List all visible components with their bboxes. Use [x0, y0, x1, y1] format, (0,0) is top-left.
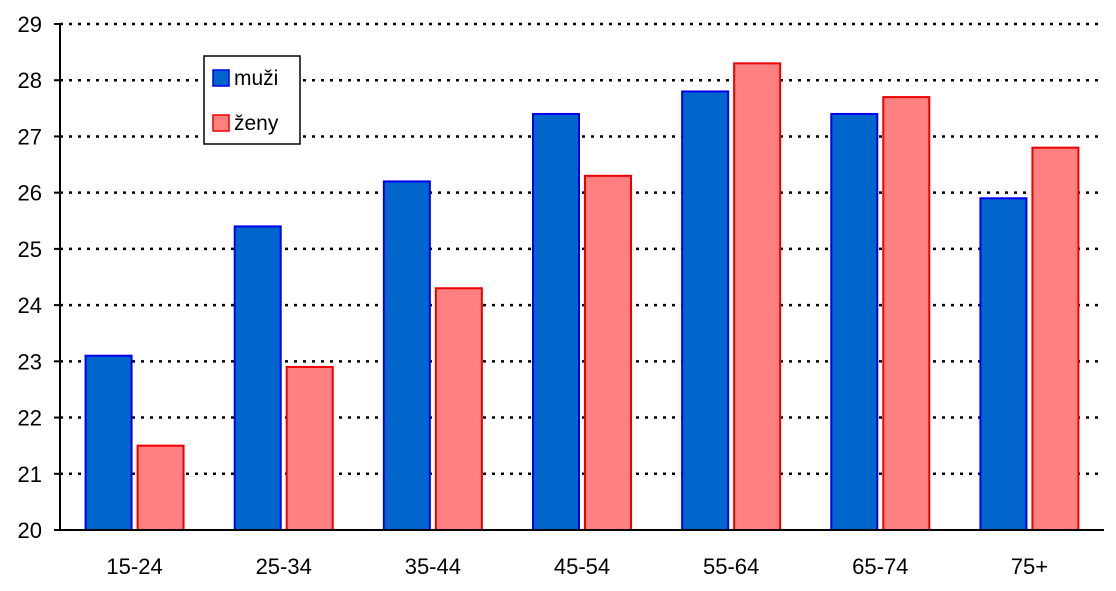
- bar-zeny-45-54: [584, 174, 632, 532]
- legend-label-zeny: ženy: [234, 112, 279, 135]
- y-tick-label-22: 22: [18, 406, 42, 431]
- x-tick-label-75+: 75+: [1011, 554, 1048, 579]
- y-tick-labels: 20 21 22 23 24 25 26 27 28 29: [18, 12, 42, 543]
- bar-zeny-65-74: [882, 96, 931, 531]
- y-tick-label-29: 29: [18, 12, 42, 37]
- bar-zeny-35-44: [434, 287, 483, 531]
- bar-zeny-55-64: [733, 62, 782, 531]
- bars: [84, 62, 1080, 532]
- legend: muži ženy: [203, 55, 301, 145]
- x-tick-labels: 15-24 25-34 35-44 45-54 55-64 65-74 75+: [106, 554, 1048, 579]
- x-tick-label-35-44: 35-44: [405, 554, 461, 579]
- bar-muzi-75+: [979, 197, 1028, 532]
- bar-muzi-15-24: [84, 354, 133, 532]
- y-tick-label-28: 28: [18, 68, 42, 93]
- x-tick-label-45-54: 45-54: [554, 554, 610, 579]
- x-tick-label-25-34: 25-34: [256, 554, 312, 579]
- y-tick-label-20: 20: [18, 518, 42, 543]
- bar-muzi-25-34: [233, 225, 282, 531]
- bar-muzi-45-54: [532, 112, 580, 531]
- bar-muzi-65-74: [830, 112, 879, 531]
- legend-swatch-muzi: [212, 69, 230, 87]
- bar-zeny-15-24: [136, 444, 185, 531]
- y-tick-label-25: 25: [18, 237, 42, 262]
- y-tick-label-26: 26: [18, 181, 42, 206]
- bar-muzi-55-64: [681, 90, 730, 531]
- x-tick-label-15-24: 15-24: [106, 554, 162, 579]
- bar-zeny-25-34: [285, 365, 334, 532]
- y-tick-label-21: 21: [18, 462, 42, 487]
- y-tick-label-27: 27: [18, 124, 42, 149]
- bar-zeny-75+: [1031, 146, 1080, 531]
- legend-label-muzi: muži: [234, 67, 278, 90]
- bar-muzi-35-44: [382, 180, 431, 532]
- axes: [54, 23, 1104, 531]
- y-tick-label-24: 24: [18, 293, 42, 318]
- legend-swatch-zeny: [212, 114, 230, 132]
- x-tick-label-55-64: 55-64: [703, 554, 759, 579]
- y-tick-label-23: 23: [18, 349, 42, 374]
- x-tick-label-65-74: 65-74: [852, 554, 908, 579]
